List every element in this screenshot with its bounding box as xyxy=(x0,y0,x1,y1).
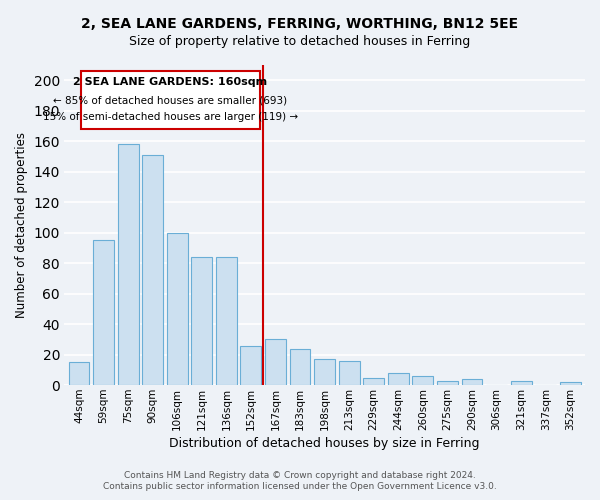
Bar xyxy=(511,380,532,385)
Bar xyxy=(388,373,409,385)
Y-axis label: Number of detached properties: Number of detached properties xyxy=(15,132,28,318)
Text: 2 SEA LANE GARDENS: 160sqm: 2 SEA LANE GARDENS: 160sqm xyxy=(73,77,268,87)
X-axis label: Distribution of detached houses by size in Ferring: Distribution of detached houses by size … xyxy=(169,437,480,450)
Bar xyxy=(216,257,237,385)
Text: ← 85% of detached houses are smaller (693): ← 85% of detached houses are smaller (69… xyxy=(53,96,287,106)
Bar xyxy=(93,240,114,385)
Bar xyxy=(191,257,212,385)
Text: Contains HM Land Registry data © Crown copyright and database right 2024.: Contains HM Land Registry data © Crown c… xyxy=(124,471,476,480)
Bar xyxy=(560,382,581,385)
Bar xyxy=(142,155,163,385)
Bar xyxy=(290,348,310,385)
Bar xyxy=(68,362,89,385)
Bar xyxy=(412,376,433,385)
Bar xyxy=(461,379,482,385)
Text: 2, SEA LANE GARDENS, FERRING, WORTHING, BN12 5EE: 2, SEA LANE GARDENS, FERRING, WORTHING, … xyxy=(82,18,518,32)
Bar xyxy=(314,359,335,385)
FancyBboxPatch shape xyxy=(82,71,260,129)
Bar xyxy=(241,346,262,385)
Bar xyxy=(167,232,188,385)
Text: Contains public sector information licensed under the Open Government Licence v3: Contains public sector information licen… xyxy=(103,482,497,491)
Bar xyxy=(437,380,458,385)
Bar xyxy=(118,144,139,385)
Text: 15% of semi-detached houses are larger (119) →: 15% of semi-detached houses are larger (… xyxy=(43,112,298,122)
Bar xyxy=(364,378,384,385)
Bar xyxy=(265,340,286,385)
Bar xyxy=(339,361,359,385)
Text: Size of property relative to detached houses in Ferring: Size of property relative to detached ho… xyxy=(130,35,470,48)
